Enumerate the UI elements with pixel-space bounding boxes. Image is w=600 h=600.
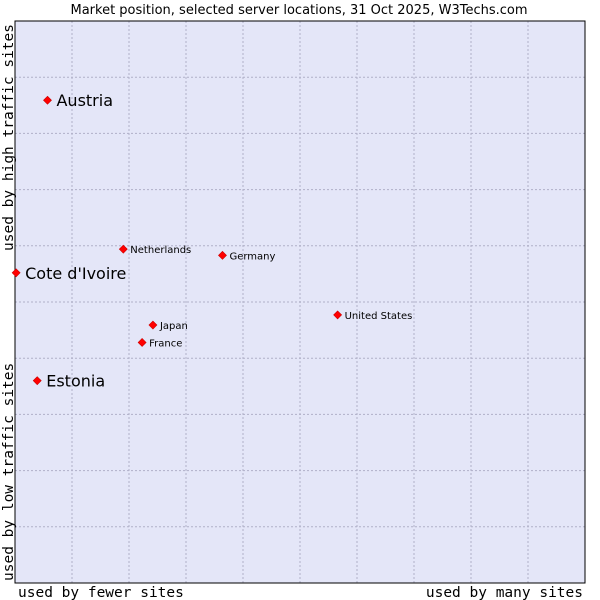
data-point: Estonia	[32, 372, 105, 391]
chart-title: Market position, selected server locatio…	[70, 3, 527, 18]
point-marker	[118, 244, 128, 254]
x-axis-label-left: used by fewer sites	[18, 585, 184, 600]
plot-frame	[14, 20, 586, 584]
point-marker	[218, 250, 227, 260]
data-point: Austria	[43, 91, 113, 110]
point-marker	[333, 310, 343, 320]
data-point: France	[137, 338, 182, 349]
y-axis-label-top: used by high traffic sites	[1, 24, 17, 251]
y-axis-label-bottom: used by low traffic sites	[1, 363, 17, 581]
x-axis-label-right: used by many sites	[426, 585, 583, 600]
point-marker	[148, 320, 158, 330]
point-label: Germany	[229, 251, 275, 262]
point-label: United States	[345, 311, 413, 322]
data-point: Germany	[218, 250, 276, 262]
point-label: Estonia	[46, 372, 105, 391]
grid-lines	[15, 21, 585, 583]
data-point: Cote d'Ivoire	[11, 264, 126, 283]
point-label: Netherlands	[130, 245, 191, 256]
point-label: Cote d'Ivoire	[25, 264, 126, 283]
data-point: Japan	[148, 320, 188, 332]
data-points: Austria Cote d'Ivoire Estonia Netherlands Ge…	[11, 91, 413, 391]
point-label: Japan	[159, 321, 188, 332]
point-label: France	[149, 338, 182, 349]
data-point: Netherlands	[118, 244, 191, 256]
point-marker	[11, 268, 21, 278]
point-label: Austria	[56, 91, 113, 110]
point-marker	[137, 338, 147, 347]
data-point: United States	[333, 310, 413, 322]
point-marker	[32, 376, 42, 386]
point-marker	[43, 95, 52, 105]
